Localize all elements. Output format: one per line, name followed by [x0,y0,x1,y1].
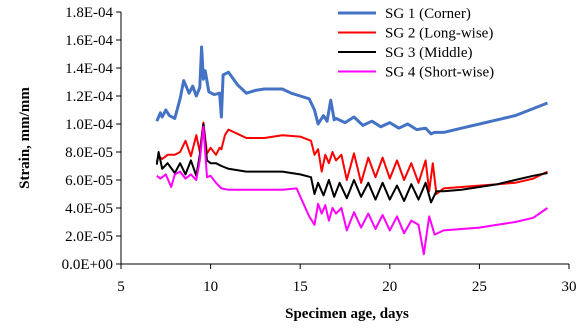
series-line-sg4 [156,125,549,256]
x-tick-label: 15 [293,279,308,295]
x-axis-title: Specimen age, days [285,306,409,322]
y-tick-label: 1.6E-04 [65,33,113,49]
legend-label-sg1: SG 1 (Corner) [385,6,471,22]
legend-label-sg2: SG 2 (Long-wise) [385,26,493,42]
legend-label-sg4: SG 4 (Short-wise) [385,65,494,81]
x-tick-label: 5 [117,279,125,295]
legend: SG 1 (Corner) SG 2 (Long-wise) SG 3 (Middl… [338,6,494,81]
y-axis-title: Strain, mm/mm [17,87,33,189]
series-line-sg3 [155,123,548,204]
y-tick-label: 1.4E-04 [65,61,113,77]
y-axis-ticks: 0.0E+00 2.0E-05 4.0E-05 6.0E-05 8.0E-05 1.0E-… [62,5,121,273]
y-tick-label: 1.2E-04 [65,89,113,105]
legend-label-sg3: SG 3 (Middle) [385,45,473,61]
x-axis-ticks: 5 10 15 20 25 30 [117,264,577,295]
series-line-sg2 [155,121,548,195]
y-tick-label: 1.0E-04 [65,117,113,133]
y-tick-label: 0.0E+00 [62,257,113,273]
series-line-sg1 [155,45,549,136]
y-tick-label: 6.0E-05 [65,173,113,189]
y-tick-label: 4.0E-05 [65,201,113,217]
y-tick-label: 1.8E-04 [65,5,113,21]
x-tick-label: 25 [472,279,487,295]
series-lines [155,45,549,256]
y-tick-label: 8.0E-05 [65,145,113,161]
x-tick-label: 20 [382,279,397,295]
x-tick-label: 10 [203,279,218,295]
y-tick-label: 2.0E-05 [65,229,113,245]
x-tick-label: 30 [562,279,577,295]
